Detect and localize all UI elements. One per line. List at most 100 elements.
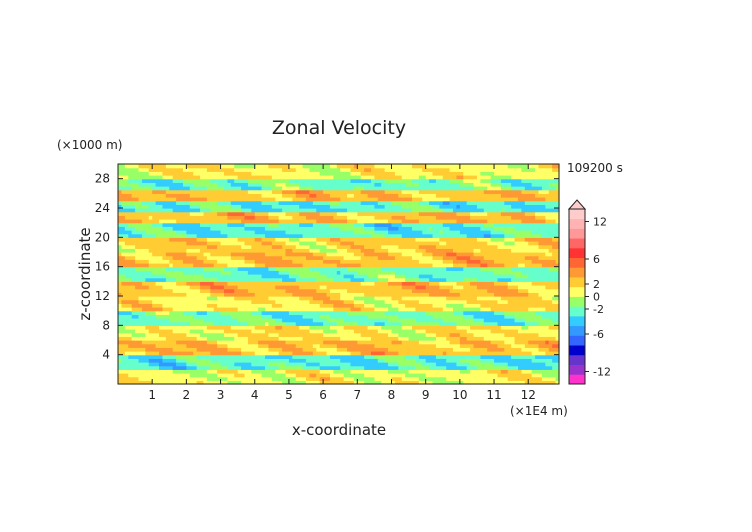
heatmap-cell xyxy=(494,329,499,334)
heatmap-cell xyxy=(487,281,492,286)
heatmap-cell xyxy=(169,255,174,260)
heatmap-cell xyxy=(555,255,560,260)
heatmap-cell xyxy=(446,336,451,341)
heatmap-cell xyxy=(388,340,393,345)
heatmap-cell xyxy=(541,380,546,385)
heatmap-cell xyxy=(381,299,386,304)
heatmap-cell xyxy=(541,299,546,304)
heatmap-cell xyxy=(545,259,550,264)
heatmap-cell xyxy=(271,362,276,367)
heatmap-cell xyxy=(138,354,143,359)
heatmap-cell xyxy=(545,244,550,249)
heatmap-cell xyxy=(398,281,403,286)
heatmap-cell xyxy=(312,296,317,301)
heatmap-cell xyxy=(340,299,345,304)
heatmap-cell xyxy=(517,303,522,308)
heatmap-cell xyxy=(162,376,167,381)
heatmap-cell xyxy=(292,263,297,268)
heatmap-cell xyxy=(254,285,259,290)
heatmap-cell xyxy=(128,270,133,275)
heatmap-cell xyxy=(415,310,420,315)
heatmap-cell xyxy=(138,376,143,381)
heatmap-cell xyxy=(261,285,266,290)
heatmap-cell xyxy=(538,332,543,337)
heatmap-cell xyxy=(159,288,164,293)
heatmap-cell xyxy=(124,299,129,304)
heatmap-cell xyxy=(124,296,129,301)
heatmap-cell xyxy=(323,332,328,337)
heatmap-cell xyxy=(254,248,259,253)
heatmap-cell xyxy=(494,369,499,374)
heatmap-cell xyxy=(288,362,293,367)
heatmap-cell xyxy=(131,307,136,312)
heatmap-cell xyxy=(442,307,447,312)
heatmap-cell xyxy=(295,347,300,352)
heatmap-cell xyxy=(189,292,194,297)
heatmap-cell xyxy=(282,266,287,271)
heatmap-cell xyxy=(340,332,345,337)
heatmap-cell xyxy=(309,369,314,374)
heatmap-cell xyxy=(412,281,417,286)
heatmap-cell xyxy=(507,314,512,319)
heatmap-cell xyxy=(391,351,396,356)
heatmap-cell xyxy=(425,244,430,249)
heatmap-cell xyxy=(350,369,355,374)
heatmap-cell xyxy=(152,380,157,385)
heatmap-cell xyxy=(494,351,499,356)
heatmap-cell xyxy=(217,358,222,363)
heatmap-cell xyxy=(480,343,485,348)
heatmap-cell xyxy=(388,266,393,271)
heatmap-cell xyxy=(312,351,317,356)
heatmap-cell xyxy=(418,252,423,257)
heatmap-cell xyxy=(295,292,300,297)
heatmap-cell xyxy=(165,365,170,370)
heatmap-cell xyxy=(186,347,191,352)
heatmap-cell xyxy=(418,310,423,315)
heatmap-cell xyxy=(507,285,512,290)
heatmap-cell xyxy=(494,244,499,249)
heatmap-cell xyxy=(381,332,386,337)
heatmap-cell xyxy=(388,373,393,378)
heatmap-cell xyxy=(432,347,437,352)
heatmap-cell xyxy=(169,343,174,348)
heatmap-cell xyxy=(528,259,533,264)
heatmap-cell xyxy=(275,354,280,359)
heatmap-cell xyxy=(244,266,249,271)
heatmap-cell xyxy=(453,325,458,330)
heatmap-cell xyxy=(360,299,365,304)
heatmap-cell xyxy=(244,244,249,249)
heatmap-cell xyxy=(425,362,430,367)
heatmap-cell xyxy=(401,310,406,315)
heatmap-cell xyxy=(343,343,348,348)
heatmap-cell xyxy=(394,347,399,352)
heatmap-cell xyxy=(480,248,485,253)
heatmap-cell xyxy=(364,277,369,282)
heatmap-cell xyxy=(265,376,270,381)
heatmap-cell xyxy=(131,277,136,282)
heatmap-cell xyxy=(353,376,358,381)
heatmap-cell xyxy=(377,325,382,330)
heatmap-cell xyxy=(135,277,140,282)
heatmap-cell xyxy=(152,292,157,297)
heatmap-cell xyxy=(340,303,345,308)
heatmap-cell xyxy=(381,285,386,290)
heatmap-cell xyxy=(541,288,546,293)
heatmap-cell xyxy=(316,248,321,253)
heatmap-cell xyxy=(326,354,331,359)
heatmap-cell xyxy=(555,318,560,323)
heatmap-cell xyxy=(223,259,228,264)
heatmap-cell xyxy=(234,244,239,249)
heatmap-cell xyxy=(165,244,170,249)
heatmap-cell xyxy=(196,325,201,330)
heatmap-cell xyxy=(347,376,352,381)
heatmap-cell xyxy=(223,252,228,257)
heatmap-cell xyxy=(251,336,256,341)
heatmap-cell xyxy=(347,373,352,378)
heatmap-cell xyxy=(524,362,529,367)
heatmap-cell xyxy=(200,318,205,323)
heatmap-cell xyxy=(251,266,256,271)
heatmap-cell xyxy=(162,380,167,385)
heatmap-cell xyxy=(350,252,355,257)
heatmap-cell xyxy=(435,354,440,359)
heatmap-cell xyxy=(258,314,263,319)
